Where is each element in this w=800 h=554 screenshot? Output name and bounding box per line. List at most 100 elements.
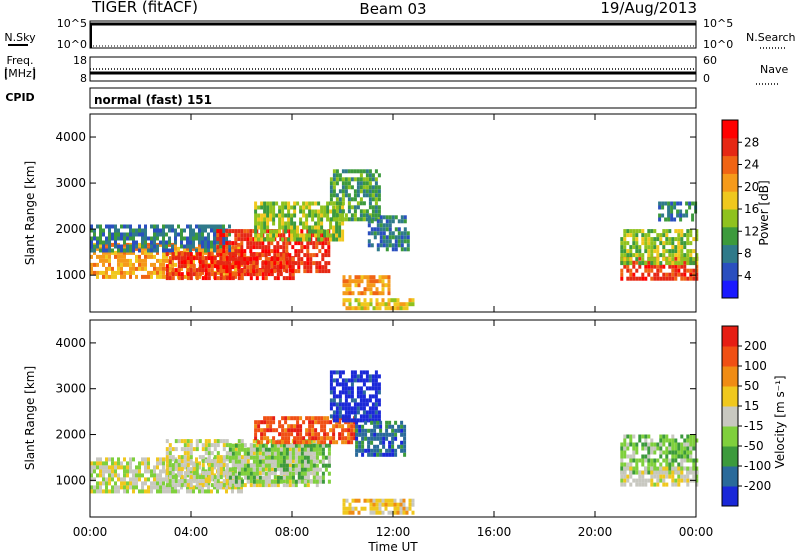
heatmap-cell xyxy=(276,257,280,262)
heatmap-cell xyxy=(234,479,238,484)
heatmap-cell xyxy=(327,237,331,242)
heatmap-cell xyxy=(650,229,654,234)
heatmap-cell xyxy=(371,410,375,415)
heatmap-cell xyxy=(305,440,309,445)
heatmap-cell xyxy=(329,237,333,242)
heatmap-cell xyxy=(129,270,132,275)
heatmap-cell xyxy=(303,467,307,472)
heatmap-cell xyxy=(243,265,247,270)
heatmap-cell xyxy=(408,506,412,511)
heatmap-cell xyxy=(641,257,645,262)
heatmap-cell xyxy=(285,483,289,488)
heatmap-cell xyxy=(377,418,381,423)
heatmap-cell xyxy=(692,438,696,443)
heatmap-cell xyxy=(353,406,357,411)
heatmap-cell xyxy=(326,229,330,234)
heatmap-cell xyxy=(653,276,657,281)
heatmap-cell xyxy=(377,374,381,379)
heatmap-cell xyxy=(282,479,286,484)
heatmap-cell xyxy=(296,225,300,230)
heatmap-cell xyxy=(671,261,675,266)
heatmap-cell xyxy=(692,257,696,262)
heatmap-cell xyxy=(189,475,193,480)
heatmap-cell xyxy=(237,485,240,490)
heatmap-cell xyxy=(267,439,271,444)
heatmap-cell xyxy=(144,489,147,494)
heatmap-cell xyxy=(180,236,183,241)
colorbar-segment xyxy=(722,155,738,174)
heatmap-cell xyxy=(216,451,220,456)
colorbar-segment xyxy=(722,191,738,210)
heatmap-cell xyxy=(353,398,357,403)
heatmap-cell xyxy=(180,479,184,484)
heatmap-cell xyxy=(183,246,186,251)
heatmap-cell xyxy=(327,463,331,468)
heatmap-cell xyxy=(297,269,301,274)
heatmap-cell xyxy=(228,248,231,253)
heatmap-cell xyxy=(117,489,120,494)
heatmap-cell xyxy=(267,467,271,472)
heatmap-cell xyxy=(369,506,373,511)
heatmap-cell xyxy=(210,228,213,233)
heatmap-cell xyxy=(300,241,304,246)
heatmap-cell xyxy=(680,446,684,451)
heatmap-cell xyxy=(653,442,657,447)
heatmap-cell xyxy=(231,252,235,257)
heatmap-cell xyxy=(174,467,178,472)
heatmap-cell xyxy=(671,462,675,467)
heatmap-cell xyxy=(297,471,301,476)
heatmap-cell xyxy=(273,269,277,274)
heatmap-cell xyxy=(405,302,409,307)
heatmap-cell xyxy=(632,237,636,242)
heatmap-cell xyxy=(144,457,147,462)
heatmap-cell xyxy=(177,473,180,478)
heatmap-cell xyxy=(320,229,324,234)
heatmap-cell xyxy=(338,209,342,214)
heatmap-cell xyxy=(626,446,630,451)
heatmap-cell xyxy=(650,268,654,273)
heatmap-cell xyxy=(356,386,360,391)
heatmap-cell xyxy=(359,173,363,178)
heatmap-cell xyxy=(363,498,367,503)
heatmap-cell xyxy=(344,406,348,411)
heatmap-cell xyxy=(677,245,681,250)
heatmap-cell xyxy=(335,233,339,238)
heatmap-cell xyxy=(210,252,214,257)
heatmap-cell xyxy=(381,502,385,507)
heatmap-cell xyxy=(257,237,261,242)
heatmap-cell xyxy=(294,483,298,488)
heatmap-cell xyxy=(391,247,395,252)
heatmap-cell xyxy=(249,447,253,452)
heatmap-cell xyxy=(240,253,244,258)
heatmap-cell xyxy=(114,254,117,259)
heatmap-cell xyxy=(204,489,207,494)
heatmap-cell xyxy=(683,257,687,262)
heatmap-cell xyxy=(126,258,129,263)
heatmap-cell xyxy=(300,451,304,456)
heatmap-cell xyxy=(288,241,292,246)
heatmap-cell xyxy=(267,265,271,270)
heatmap-cell xyxy=(222,253,226,258)
heatmap-cell xyxy=(108,465,111,470)
heatmap-cell xyxy=(231,260,235,265)
heatmap-cell xyxy=(237,252,241,257)
heatmap-cell xyxy=(266,237,270,242)
heatmap-cell xyxy=(623,454,627,459)
heatmap-cell xyxy=(318,249,322,254)
heatmap-cell xyxy=(90,461,93,466)
heatmap-cell xyxy=(338,213,342,218)
heatmap-cell xyxy=(254,221,258,226)
heatmap-cell xyxy=(626,261,630,266)
heatmap-cell xyxy=(303,459,307,464)
heatmap-cell xyxy=(372,283,376,288)
heatmap-cell xyxy=(267,479,271,484)
heatmap-cell xyxy=(668,458,672,463)
heatmap-cell xyxy=(207,485,210,490)
heatmap-cell xyxy=(266,209,270,214)
heatmap-cell xyxy=(626,466,630,471)
heatmap-cell xyxy=(638,229,642,234)
heatmap-cell xyxy=(350,394,354,399)
heatmap-cell xyxy=(96,481,99,486)
